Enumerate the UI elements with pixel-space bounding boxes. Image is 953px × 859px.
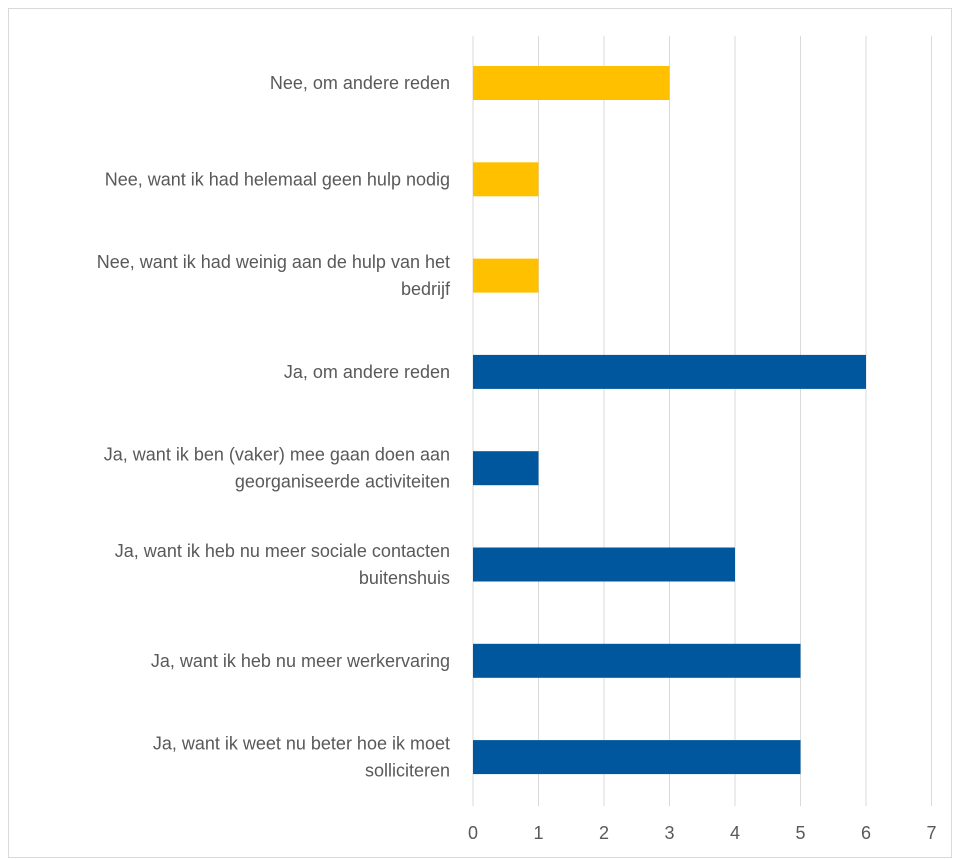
category-label: Ja, want ik heb nu meer sociale contacte… bbox=[115, 541, 450, 588]
category-label: Ja, om andere reden bbox=[284, 362, 450, 382]
bar bbox=[473, 547, 735, 582]
tick-label: 4 bbox=[730, 823, 740, 843]
category-label: Nee, want ik had helemaal geen hulp nodi… bbox=[105, 169, 450, 189]
bar bbox=[473, 162, 539, 197]
bar bbox=[473, 740, 801, 775]
tick-label: 6 bbox=[861, 823, 871, 843]
bar bbox=[473, 66, 670, 100]
tick-label: 5 bbox=[795, 823, 805, 843]
category-label: Ja, want ik heb nu meer werkervaring bbox=[151, 651, 450, 671]
tick-label: 1 bbox=[533, 823, 543, 843]
bar bbox=[473, 258, 539, 293]
category-label: Nee, om andere reden bbox=[270, 73, 450, 93]
bar bbox=[473, 354, 866, 389]
bar bbox=[473, 643, 801, 678]
category-label: Ja, want ik weet nu beter hoe ik moet sol… bbox=[153, 734, 450, 781]
chart-area bbox=[8, 8, 952, 858]
bar bbox=[473, 451, 539, 486]
tick-label: 2 bbox=[599, 823, 609, 843]
tick-label: 3 bbox=[664, 823, 674, 843]
tick-label: 0 bbox=[468, 823, 478, 843]
category-label: Ja, want ik ben (vaker) mee gaan doen aa… bbox=[104, 445, 450, 492]
tick-label: 7 bbox=[926, 823, 936, 843]
category-label: Nee, want ik had weinig aan de hulp van … bbox=[97, 252, 451, 299]
